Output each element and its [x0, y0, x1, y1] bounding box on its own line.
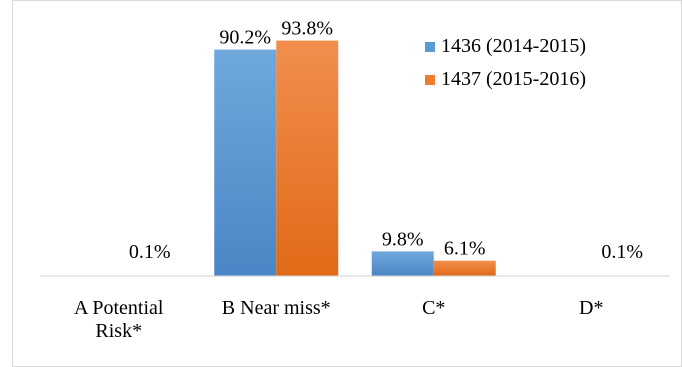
bar-1-3 — [371, 251, 434, 276]
data-label-2-2: 93.8% — [281, 18, 333, 40]
legend-label-1: 1436 (2014-2015) — [441, 35, 586, 57]
data-label-1-2: 90.2% — [219, 27, 271, 49]
data-label-2-4: 0.1% — [601, 241, 643, 263]
legend: 1436 (2014-2015) 1437 (2015-2016) — [425, 35, 586, 90]
data-label-2-3: 6.1% — [444, 238, 486, 260]
bar-2-2 — [276, 40, 339, 277]
x-tick-label-1-line-2: Risk* — [95, 320, 142, 342]
x-tick-label-3: C* — [422, 297, 445, 319]
x-tick-label-4: D* — [579, 297, 603, 319]
x-tick-label-1-line-1: A Potential — [74, 297, 164, 319]
legend-label-2: 1437 (2015-2016) — [441, 68, 586, 90]
x-tick-label-2: B Near miss* — [222, 297, 331, 319]
bar-2-3 — [433, 260, 496, 276]
bar-1-2 — [214, 49, 277, 277]
legend-swatch-2 — [425, 75, 435, 85]
bars-layer — [214, 40, 496, 277]
data-label-2-1: 0.1% — [129, 241, 171, 263]
data-labels-layer: 0.1% 90.2% 93.8% 9.8% 6.1% 0.1% — [129, 18, 643, 263]
legend-swatch-1 — [425, 42, 435, 52]
data-label-1-3: 9.8% — [382, 228, 424, 250]
